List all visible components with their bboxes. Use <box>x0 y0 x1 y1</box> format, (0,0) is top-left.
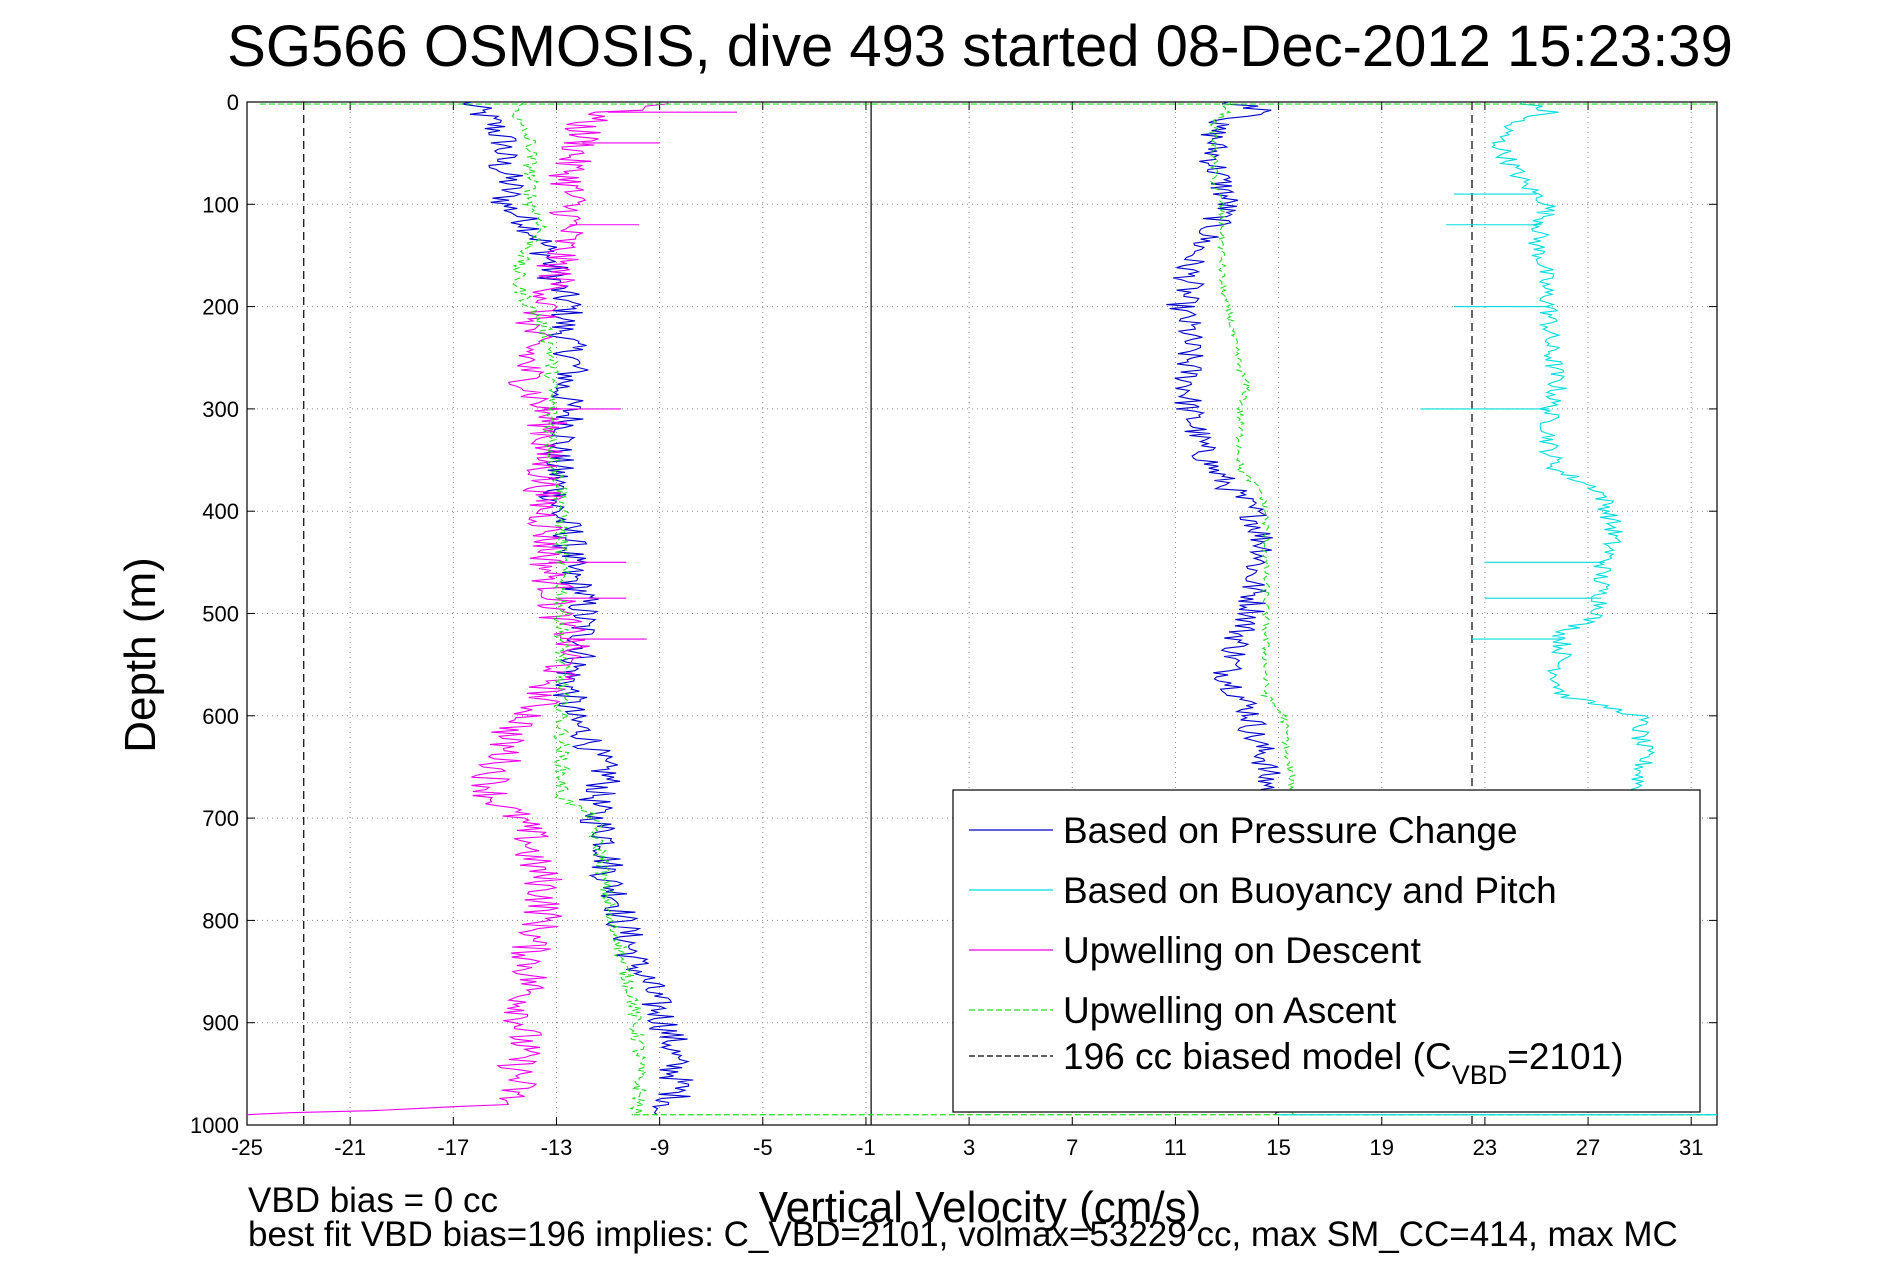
x-tick-label: 31 <box>1679 1135 1703 1160</box>
y-tick-label: 300 <box>202 397 239 422</box>
x-tick-label: 19 <box>1369 1135 1393 1160</box>
x-tick-label: 15 <box>1266 1135 1290 1160</box>
y-tick-label: 1000 <box>190 1113 239 1138</box>
x-axis-label: Vertical Velocity (cm/s) <box>759 1183 1202 1232</box>
x-tick-label: -25 <box>231 1135 263 1160</box>
legend-label: Upwelling on Descent <box>1063 930 1422 971</box>
x-tick-label: 27 <box>1576 1135 1600 1160</box>
legend-label-tail: =2101) <box>1507 1036 1623 1077</box>
chart-title: SG566 OSMOSIS, dive 493 started 08-Dec-2… <box>227 14 1733 79</box>
legend: Based on Pressure Change Based on Buoyanc… <box>952 789 1701 1113</box>
y-tick-label: 0 <box>227 90 239 115</box>
series-line <box>461 102 694 1116</box>
series-1 <box>1420 102 1656 799</box>
footer-best-fit: best fit VBD bias=196 implies: C_VBD=210… <box>248 1215 1678 1254</box>
x-tick-label: 3 <box>963 1135 975 1160</box>
x-tick-label: 7 <box>1066 1135 1078 1160</box>
legend-label: Based on Buoyancy and Pitch <box>1063 870 1557 911</box>
series-line <box>1491 102 1656 799</box>
y-tick-label: 100 <box>202 192 239 217</box>
y-tick-label: 700 <box>202 806 239 831</box>
y-tick-label: 400 <box>202 499 239 524</box>
series-2 <box>247 102 737 1116</box>
x-tick-label: 11 <box>1164 1135 1187 1160</box>
y-tick-label: 800 <box>202 908 239 933</box>
y-tick-label: 900 <box>202 1011 239 1036</box>
series-line <box>247 102 670 1116</box>
y-axis-label: Depth (m) <box>116 557 165 753</box>
x-tick-label: -1 <box>856 1135 876 1160</box>
x-tick-label: 23 <box>1473 1135 1497 1160</box>
x-tick-label: -13 <box>541 1135 573 1160</box>
x-tick-label: -17 <box>437 1135 469 1160</box>
footer-vbd-bias: VBD bias = 0 cc <box>248 1181 498 1220</box>
plot-area: -25 -21 -17 -13 -9 -5 -1 3 7 11 15 19 23 27 3101002003… <box>190 90 1718 1160</box>
legend-box <box>952 789 1701 1113</box>
x-tick-label: -9 <box>650 1135 670 1160</box>
y-tick-label: 600 <box>202 704 239 729</box>
x-tick-label: -21 <box>334 1135 366 1160</box>
series-line <box>511 102 648 1116</box>
x-tick-label: -5 <box>753 1135 773 1160</box>
y-tick-label: 200 <box>202 295 239 320</box>
legend-label: Based on Pressure Change <box>1063 810 1518 851</box>
y-tick-label: 500 <box>202 602 239 627</box>
legend-label-subscript: VBD <box>1452 1060 1508 1090</box>
legend-label: Upwelling on Ascent <box>1063 990 1397 1031</box>
